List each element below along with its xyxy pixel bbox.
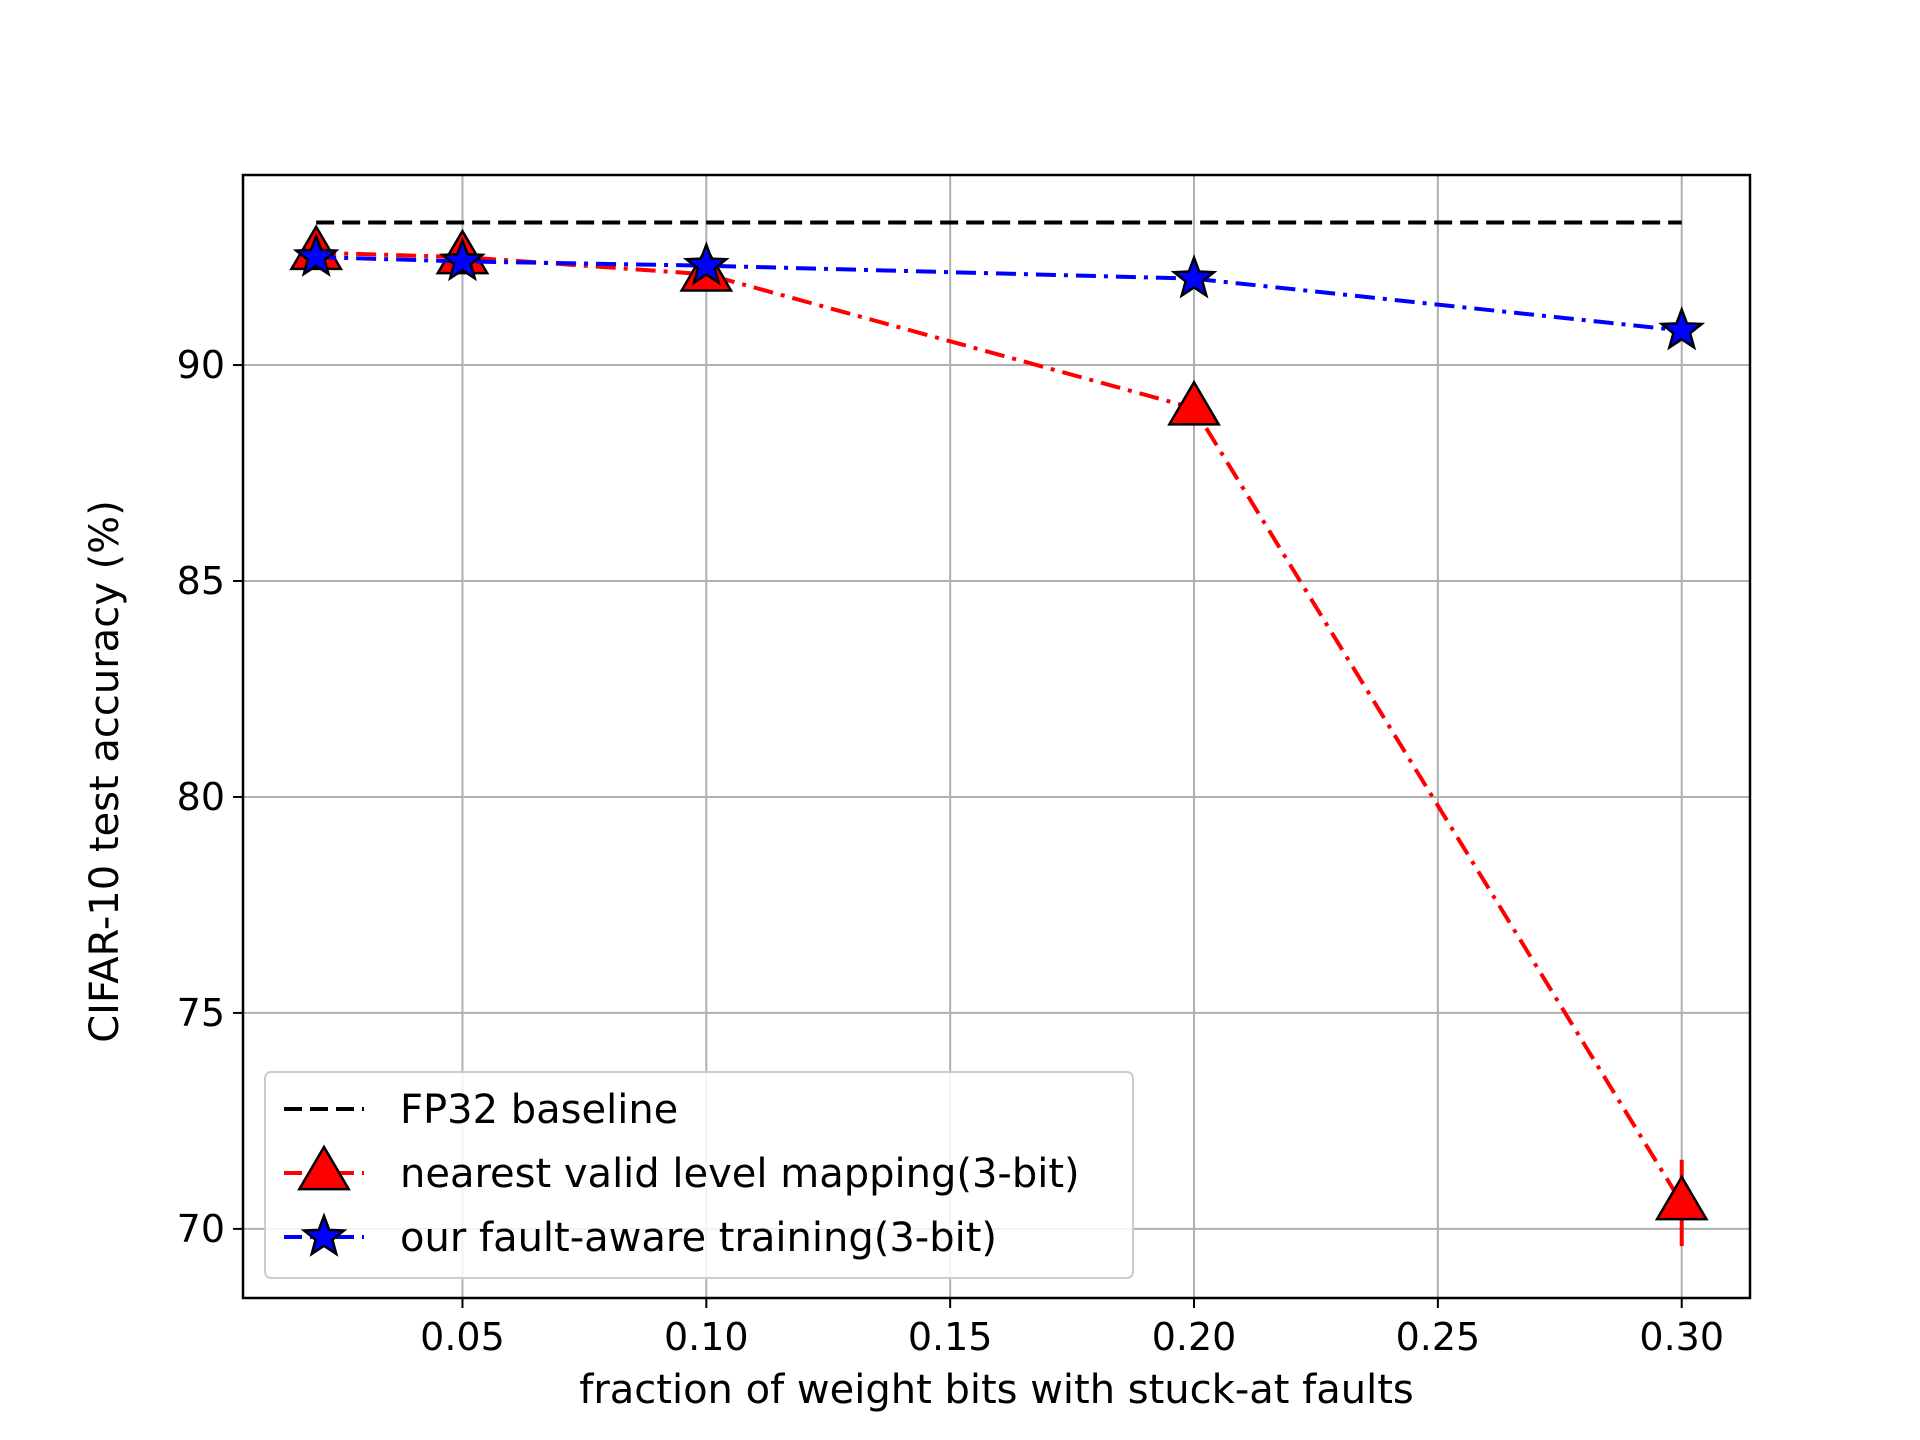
data-point	[1170, 254, 1218, 299]
x-tick-label: 0.10	[664, 1315, 749, 1359]
data-point	[439, 236, 486, 282]
plot-series	[289, 220, 1709, 1247]
data-point	[682, 241, 730, 286]
y-axis-label: CIFAR-10 test accuracy (%)	[82, 500, 128, 1043]
x-tick-label: 0.30	[1639, 1315, 1724, 1359]
x-axis-label: fraction of weight bits with stuck-at fa…	[579, 1367, 1414, 1413]
y-tick-label: 75	[177, 991, 225, 1035]
axis-ticks: 0.05 0.10 0.15 0.20 0.25 0.30 70 75 80 85 90	[177, 343, 1724, 1359]
y-tick-label: 80	[177, 775, 225, 819]
legend-label: nearest valid level mapping(3-bit)	[400, 1151, 1080, 1197]
x-tick-label: 0.15	[908, 1315, 993, 1359]
data-point	[1658, 305, 1706, 351]
data-point	[292, 232, 340, 277]
data-point	[1167, 379, 1221, 426]
legend: FP32 baseline nearest valid level mapping…	[264, 1071, 1134, 1279]
legend-label: FP32 baseline	[400, 1087, 678, 1133]
x-tick-label: 0.05	[420, 1315, 505, 1359]
x-tick-label: 0.20	[1152, 1315, 1237, 1359]
plot-frame	[241, 173, 1752, 1300]
legend-item: nearest valid level mapping(3-bit)	[284, 1144, 1080, 1197]
legend-box	[264, 1071, 1134, 1279]
series-line	[316, 255, 1682, 333]
legend-item: our fault-aware training(3-bit)	[284, 1212, 997, 1261]
legend-label: our fault-aware training(3-bit)	[400, 1215, 997, 1261]
legend-marker	[297, 1144, 351, 1191]
x-tick-label: 0.25	[1396, 1315, 1481, 1359]
y-tick-label: 90	[177, 343, 225, 387]
series-2	[292, 232, 1706, 351]
y-tick-label: 70	[177, 1207, 225, 1251]
data-point	[1654, 1174, 1709, 1221]
series-line	[316, 250, 1684, 1205]
legend-marker	[300, 1212, 348, 1257]
legend-item: FP32 baseline	[284, 1087, 678, 1133]
y-tick-label: 85	[177, 559, 225, 603]
